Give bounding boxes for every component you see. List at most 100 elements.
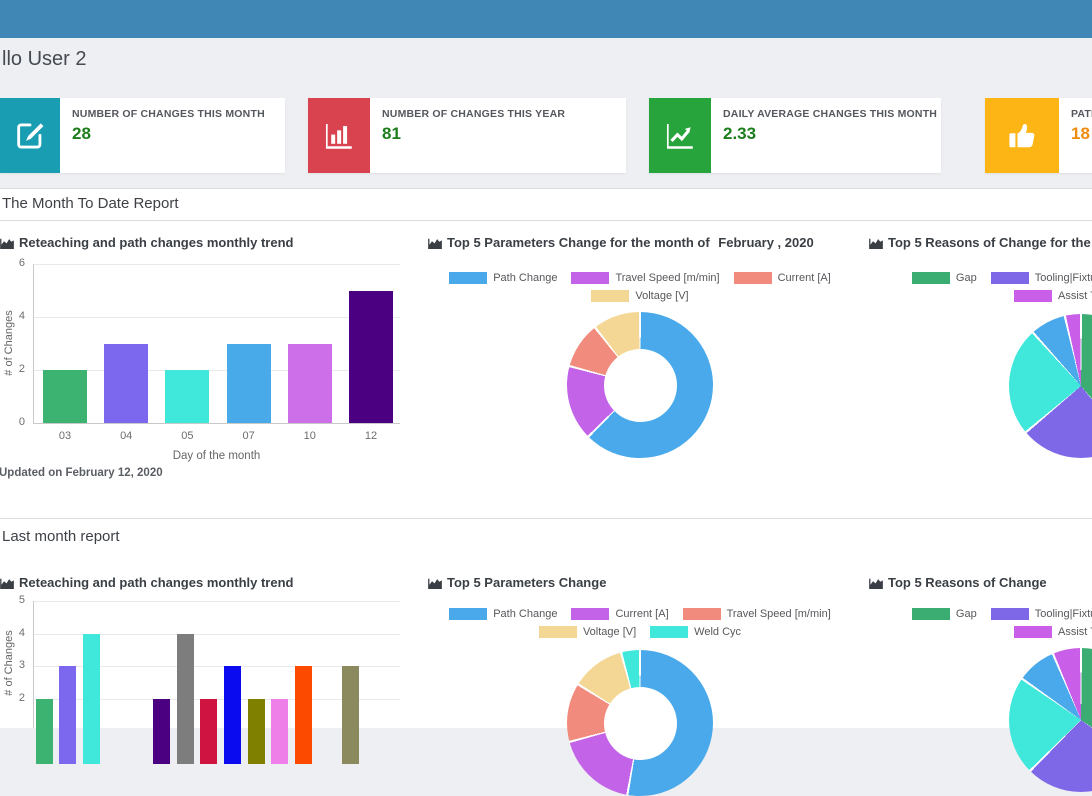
area-chart-icon [869,238,883,249]
bar [341,666,359,764]
legend-item[interactable]: Tooling|Fixture [990,272,1092,284]
legend-label: Path Change [493,608,558,620]
chart-title: Top 5 Reasons of Change for the month of… [869,235,1092,250]
legend-item[interactable]: Path Change [449,272,557,284]
chart-legend: Path Change Travel Speed [m/min] Current [… [428,272,852,308]
updated-note: Updated on February 12, 2020 [0,467,163,479]
section-title-month-to-date: The Month To Date Report [0,188,1092,221]
bar [200,698,218,764]
chart-title: Top 5 Parameters Change for the month of… [428,235,814,250]
kpi-label: NUMBER OF CHANGES THIS YEAR [382,108,566,120]
top-navbar[interactable] [0,0,1092,38]
report-panel: The Month To Date Report Reteaching and … [0,188,1092,796]
legend-item[interactable]: Assist T [1014,626,1092,638]
bar [165,370,210,423]
bar [82,633,100,764]
edit-icon [0,98,60,173]
mtd-bar-chart-block: Reteaching and path changes monthly tren… [0,232,420,488]
donut-hole [603,686,677,760]
legend-swatch [449,608,488,620]
legend-swatch [1014,290,1053,302]
area-chart-icon [428,238,442,249]
x-tick-label: 04 [120,430,133,442]
bar [287,343,332,423]
mtd-parameters-donut-block: Top 5 Parameters Change for the month of… [428,232,852,488]
legend-swatch [591,290,630,302]
legend-item[interactable]: Tooling|Fixture [990,608,1092,620]
bar [176,633,194,764]
legend-swatch [538,626,577,638]
kpi-value: 18 [1071,124,1090,143]
legend-swatch [990,608,1029,620]
legend-item[interactable]: Travel Speed [m/min] [571,272,720,284]
legend-label: Weld Cyc [694,626,742,638]
kpi-card-path: PATH 18 [985,98,1092,173]
area-chart-icon [428,578,442,589]
bar [247,698,265,764]
chart-legend: Gap Tooling|Fixture Assist T [869,608,1092,644]
chart-legend: Path Change Current [A] Travel Speed [m/mi… [428,608,852,644]
x-axis-line [33,423,400,424]
chart-title: Top 5 Parameters Change [428,575,606,590]
legend-label: Voltage [V] [582,626,637,638]
pie-chart [1009,648,1092,792]
legend-label: Voltage [V] [635,290,689,302]
legend-item[interactable]: Weld Cyc [650,626,741,638]
kpi-value: 28 [72,124,91,143]
legend-row: Assist T [869,626,1092,638]
legend-item[interactable]: Current [A] [571,608,669,620]
legend-swatch [682,608,721,620]
y-axis-line [33,601,34,728]
line-chart-icon [649,98,711,173]
bar [59,666,77,764]
legend-label: Current [A] [777,272,831,284]
legend-item[interactable]: Gap [911,272,977,284]
legend-swatch [650,626,689,638]
bar-plot: 2 3 4 5 [0,572,420,764]
legend-label: Gap [955,272,977,284]
legend-row: Assist T [869,290,1092,302]
legend-label: Travel Speed [m/min] [726,608,831,620]
legend-item[interactable]: Voltage [V] [538,626,637,638]
bar [271,698,289,764]
kpi-card-changes-year: NUMBER OF CHANGES THIS YEAR 81 [308,98,626,173]
bar [226,343,271,423]
kpi-card-daily-average: DAILY AVERAGE CHANGES THIS MONTH 2.33 [649,98,941,173]
legend-row: Voltage [V] Weld Cyc [428,626,852,638]
area-chart-icon [0,238,14,249]
donut-chart [567,312,713,458]
legend-label: Current [A] [615,608,669,620]
x-tick-label: 05 [181,430,194,442]
legend-row: Path Change Travel Speed [m/min] Current [… [428,272,852,284]
legend-label: Tooling|Fixture [1034,272,1092,284]
legend-swatch [911,608,950,620]
bar [104,343,149,423]
x-tick-label: 03 [58,430,72,442]
legend-item[interactable]: Current [A] [733,272,831,284]
kpi-value: 2.33 [723,124,757,143]
y-tick-label: 5 [18,594,25,606]
y-tick-label: 0 [18,416,25,428]
legend-item[interactable]: Travel Speed [m/min] [682,608,831,620]
legend-item[interactable]: Assist T [1014,290,1092,302]
y-tick-label: 2 [18,363,25,375]
legend-swatch [990,272,1029,284]
legend-item[interactable]: Voltage [V] [591,290,689,302]
x-tick-label: 10 [303,430,316,442]
area-chart-icon [869,578,883,589]
donut-hole [603,348,677,422]
chart-title: Reteaching and path changes monthly tren… [0,235,293,250]
legend-item[interactable]: Gap [911,608,977,620]
gridline [33,264,400,265]
kpi-label: PATH [1071,108,1092,120]
x-axis-title: Day of the month [172,450,261,462]
legend-item[interactable]: Path Change [449,608,557,620]
bar [224,666,242,764]
bar [153,698,171,764]
gridline [33,317,400,318]
gridline [33,601,400,602]
thumbs-up-icon [985,98,1059,173]
mtd-reasons-pie-block: Top 5 Reasons of Change for the month of… [869,232,1092,488]
legend-swatch [733,272,772,284]
